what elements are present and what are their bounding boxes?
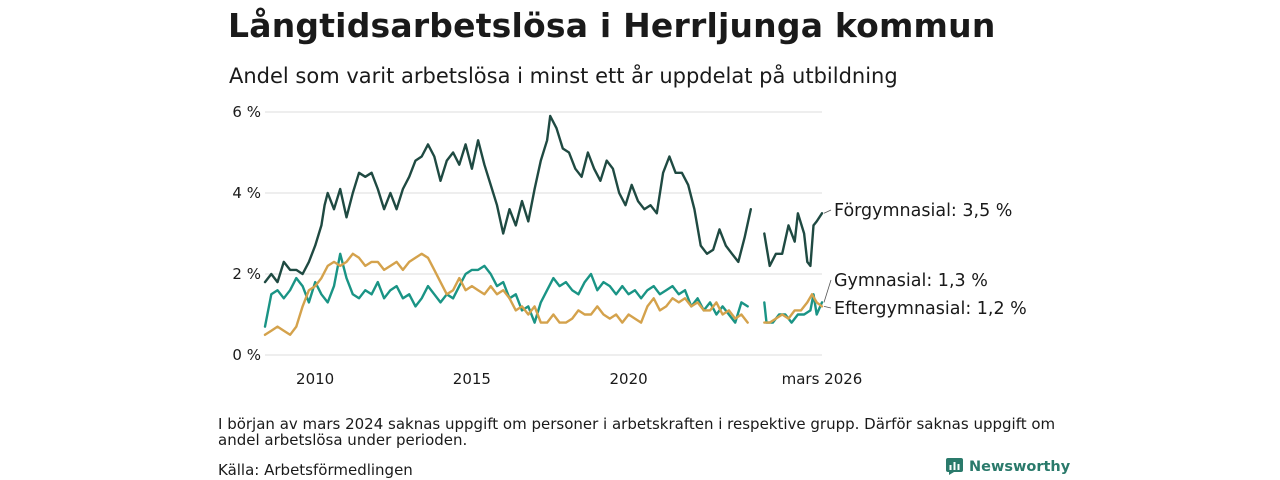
brand-logo: Newsworthy	[946, 458, 1070, 475]
y-tick-label: 4 %	[232, 184, 261, 202]
brand-name: Newsworthy	[969, 458, 1071, 475]
x-axis: 2010 2015 2020 mars 2026	[296, 370, 862, 388]
grid-lines	[265, 111, 822, 356]
end-label-leader	[823, 279, 832, 303]
x-tick-label: 2020	[610, 370, 648, 388]
end-labels: Förgymnasial: 3,5 % Gymnasial: 1,3 % Efter…	[823, 201, 1027, 319]
series-line-förgymnasial-segment-2	[763, 212, 824, 268]
footnote: I början av mars 2024 saknas uppgift om …	[218, 415, 1056, 449]
source-text: Källa: Arbetsförmedlingen	[218, 461, 413, 479]
chart-subtitle: Andel som varit arbetslösa i minst ett å…	[229, 64, 898, 88]
y-tick-label: 2 %	[232, 265, 261, 283]
end-label-förgymnasial: Förgymnasial: 3,5 %	[834, 201, 1012, 221]
series-line-eftergymnasial-segment-2	[763, 293, 824, 324]
x-tick-label: 2010	[296, 370, 334, 388]
series-lines	[263, 114, 824, 336]
end-label-eftergymnasial: Eftergymnasial: 1,2 %	[834, 299, 1027, 319]
newsworthy-logo-icon	[946, 458, 963, 475]
end-label-gymnasial: Gymnasial: 1,3 %	[834, 271, 988, 291]
series-line-eftergymnasial-segment-1	[263, 252, 749, 336]
y-axis: 0 % 2 % 4 % 6 %	[232, 103, 261, 364]
chart-title: Långtidsarbetslösa i Herrljunga kommun	[228, 6, 996, 45]
series-line-förgymnasial-segment-1	[263, 114, 752, 284]
x-tick-label: 2015	[453, 370, 491, 388]
y-tick-label: 6 %	[232, 103, 261, 121]
end-label-leader	[823, 209, 832, 214]
y-tick-label: 0 %	[232, 346, 261, 364]
series-line-gymnasial-segment-1	[263, 252, 749, 328]
x-tick-label: mars 2026	[782, 370, 863, 388]
end-label-leader	[823, 306, 832, 309]
